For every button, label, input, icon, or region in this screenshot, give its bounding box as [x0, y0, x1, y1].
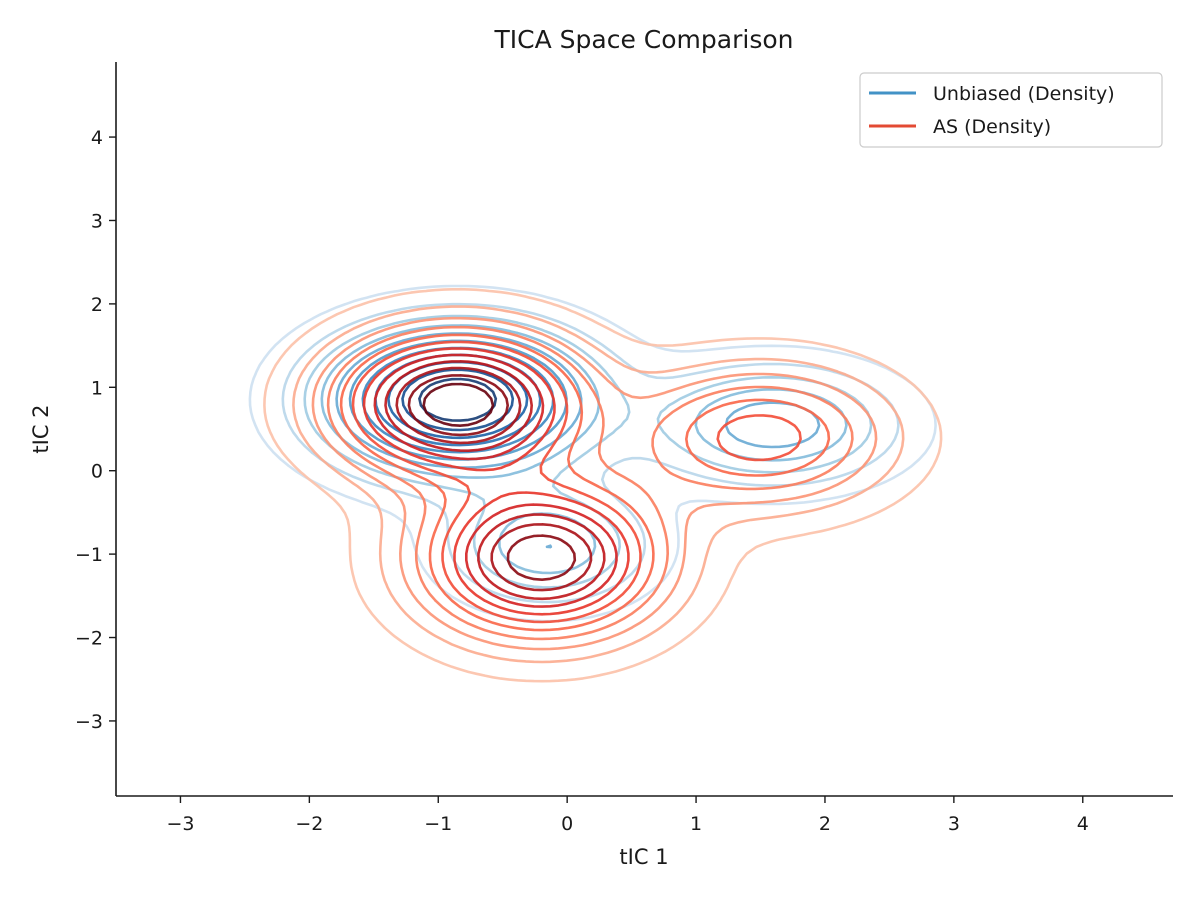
y-tick-label: −1 [75, 544, 103, 566]
contour-line [326, 325, 854, 641]
contour-series-1 [263, 287, 943, 683]
contour-line [395, 366, 593, 592]
contour-line [335, 332, 821, 549]
y-tick-label: 2 [91, 294, 103, 316]
y-tick-label: −2 [75, 628, 103, 650]
x-axis-label: tIC 1 [619, 845, 668, 869]
chart-title: TICA Space Comparison [494, 25, 794, 54]
x-tick-label: 1 [690, 813, 702, 835]
x-tick-label: −1 [424, 813, 452, 835]
legend-label-unbiased: Unbiased (Density) [933, 83, 1115, 105]
x-tick-label: 4 [1077, 813, 1089, 835]
x-tick-label: −3 [166, 813, 194, 835]
contour-line [401, 368, 515, 432]
contour-line [362, 347, 630, 616]
y-tick-label: 1 [91, 377, 103, 399]
legend-label-as: AS (Density) [933, 116, 1051, 138]
x-tick-label: 3 [948, 813, 960, 835]
x-tick-label: 2 [819, 813, 831, 835]
legend-box [859, 72, 1163, 148]
y-tick-label: 3 [91, 210, 103, 232]
y-axis-label: tIC 2 [29, 404, 53, 453]
contour-line [422, 382, 495, 427]
legend: Unbiased (Density) AS (Density) [859, 72, 1163, 148]
contour-line [351, 340, 802, 624]
contour-line [311, 316, 878, 651]
y-ticks: −3 −2 −1 0 1 2 3 4 [75, 127, 116, 733]
y-tick-label: −3 [75, 711, 103, 733]
y-tick-label: 4 [91, 127, 103, 149]
plot-area [248, 284, 943, 683]
contour-line [373, 353, 618, 608]
contour-line [407, 374, 577, 581]
contour-line [292, 305, 905, 664]
contour-line [263, 287, 943, 683]
x-tick-label: 0 [561, 813, 573, 835]
x-ticks: −3 −2 −1 0 1 2 3 4 [166, 796, 1089, 835]
y-tick-label: 0 [91, 461, 103, 483]
contour-line [339, 333, 831, 632]
x-tick-label: −2 [295, 813, 323, 835]
contour-line [384, 360, 606, 601]
